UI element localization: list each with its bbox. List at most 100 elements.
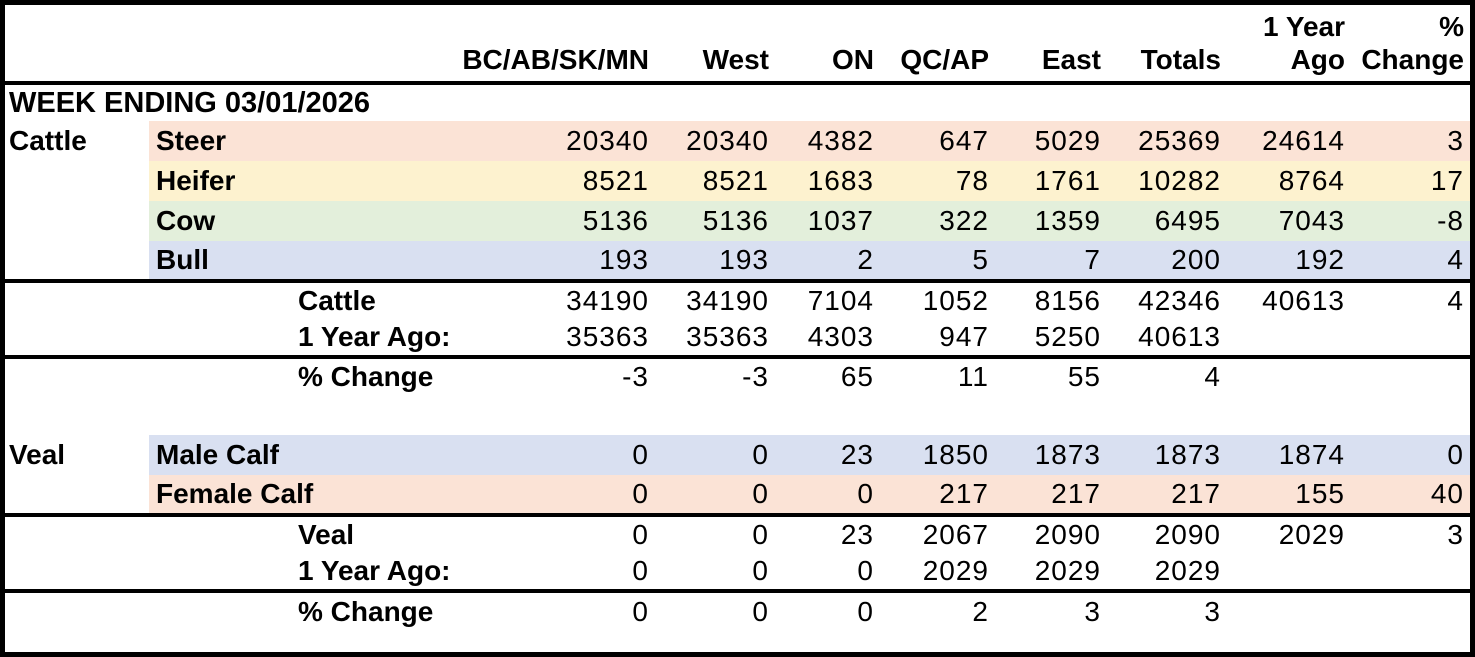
col-header-west: West	[655, 5, 775, 85]
value-cell: 2029	[1154, 555, 1221, 586]
group-label-cattle: Cattle	[5, 121, 149, 161]
value-cell: 2090	[995, 513, 1107, 553]
row-cattle-year-ago: 1 Year Ago: 35363 35363 4303 947 5250 40…	[5, 319, 1470, 357]
category-label-bull: Bull	[156, 244, 209, 275]
row-cattle-pct-change: % Change -3 -3 65 11 55 4	[5, 355, 1470, 395]
empty-cell	[5, 319, 149, 357]
value-cell: 65	[775, 355, 880, 395]
value-cell: 947	[939, 321, 989, 352]
value-cell	[1351, 355, 1470, 395]
value-cell: 7043	[1278, 205, 1345, 236]
value-cell: 0	[1447, 439, 1464, 470]
total-label-cattle: Cattle	[295, 279, 460, 319]
year-ago-label: 1 Year Ago:	[298, 555, 451, 586]
empty-cell	[5, 589, 149, 631]
empty-cell	[5, 395, 1470, 435]
value-cell: 0	[632, 555, 649, 586]
value-cell: 34190	[460, 279, 655, 319]
row-steer: Cattle Steer 20340 20340 4382 647 5029 2…	[5, 121, 1470, 161]
empty-cell	[149, 5, 295, 85]
value-cell: 55	[995, 355, 1107, 395]
col-header-line: Change	[1361, 43, 1464, 75]
value-cell: 1052	[880, 279, 995, 319]
row-bull: Bull 193 193 2 5 7 200 192 4	[5, 241, 1470, 281]
value-cell	[1227, 355, 1351, 395]
row-veal-pct-change: % Change 0 0 0 2 3 3	[5, 589, 1470, 631]
value-cell: 0	[775, 589, 880, 631]
value-cell: 23	[840, 439, 874, 470]
value-cell: -3	[460, 355, 655, 395]
value-cell: 0	[752, 555, 769, 586]
col-header-pct-change: % Change	[1351, 5, 1470, 85]
value-cell: 1874	[1278, 439, 1345, 470]
category-label-heifer: Heifer	[156, 165, 236, 196]
col-header-line: 1 Year	[1262, 10, 1345, 42]
value-cell: 2	[880, 589, 995, 631]
total-label-veal: Veal	[295, 513, 460, 553]
row-heifer: Heifer 8521 8521 1683 78 1761 10282 8764…	[5, 161, 1470, 201]
value-cell: 1850	[922, 439, 989, 470]
value-cell: 0	[632, 478, 649, 509]
col-header-1-year-ago: 1 Year Ago	[1227, 5, 1351, 85]
value-cell: 4303	[807, 321, 874, 352]
empty-cell	[5, 553, 149, 591]
value-cell: 1873	[1034, 439, 1101, 470]
value-cell: -8	[1437, 205, 1464, 236]
value-cell: 11	[880, 355, 995, 395]
value-cell: 4382	[807, 125, 874, 156]
empty-cell	[5, 355, 149, 395]
value-cell: 35363	[686, 321, 769, 352]
value-cell: 3	[1107, 589, 1227, 631]
empty-cell	[295, 201, 460, 241]
empty-cell	[5, 279, 149, 319]
value-cell: 8521	[582, 165, 649, 196]
value-cell: 2090	[1107, 513, 1227, 553]
value-cell: 8521	[702, 165, 769, 196]
empty-cell	[149, 319, 295, 357]
empty-cell	[295, 475, 460, 515]
pct-change-label: % Change	[295, 355, 460, 395]
empty-cell	[149, 513, 295, 553]
empty-cell	[5, 201, 149, 241]
value-cell: 217	[1051, 478, 1101, 509]
week-row: WEEK ENDING 03/01/2026	[5, 83, 1470, 121]
group-label-veal: Veal	[5, 435, 149, 475]
value-cell: 193	[719, 244, 769, 275]
empty-cell	[295, 121, 460, 161]
value-cell: 0	[632, 439, 649, 470]
value-cell: 2029	[1034, 555, 1101, 586]
value-cell: 35363	[566, 321, 649, 352]
category-label-cow: Cow	[156, 205, 216, 236]
value-cell: 217	[939, 478, 989, 509]
empty-cell	[149, 589, 295, 631]
row-female-calf: Female Calf 0 0 0 217 217 217 155 40	[5, 475, 1470, 515]
empty-cell	[5, 475, 149, 515]
value-cell: 0	[655, 589, 775, 631]
value-cell: 5136	[702, 205, 769, 236]
value-cell: 20340	[566, 125, 649, 156]
value-cell: 5	[972, 244, 989, 275]
col-header-on: ON	[775, 5, 880, 85]
value-cell: 2	[857, 244, 874, 275]
value-cell: 1761	[1034, 165, 1101, 196]
row-veal-total: Veal 0 0 23 2067 2090 2090 2029 3	[5, 513, 1470, 553]
value-cell: 78	[955, 165, 989, 196]
col-header-east: East	[995, 5, 1107, 85]
value-cell	[1351, 319, 1470, 357]
value-cell: 5029	[1034, 125, 1101, 156]
empty-cell	[295, 241, 460, 281]
empty-cell	[5, 161, 149, 201]
value-cell: 5136	[582, 205, 649, 236]
value-cell: 217	[1171, 478, 1221, 509]
col-header-line: %	[1439, 10, 1464, 42]
value-cell: 1873	[1154, 439, 1221, 470]
row-cow: Cow 5136 5136 1037 322 1359 6495 7043 -8	[5, 201, 1470, 241]
value-cell: 23	[775, 513, 880, 553]
value-cell	[1227, 589, 1351, 631]
value-cell: 200	[1171, 244, 1221, 275]
value-cell: 40613	[1227, 279, 1351, 319]
value-cell: 1683	[807, 165, 874, 196]
value-cell: 192	[1295, 244, 1345, 275]
pct-change-label: % Change	[295, 589, 460, 631]
value-cell: 155	[1295, 478, 1345, 509]
